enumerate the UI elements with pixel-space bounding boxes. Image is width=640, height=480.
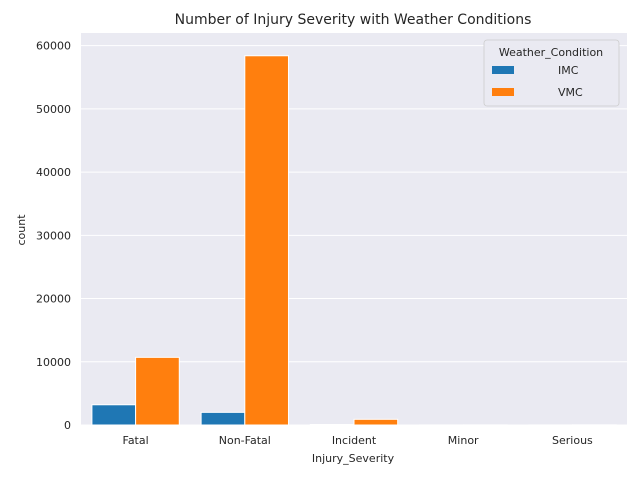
- legend-label-imc: IMC: [558, 64, 579, 77]
- y-tick-label: 60000: [36, 40, 71, 53]
- y-tick-labels: 0 10000 20000 30000 40000 50000 60000: [36, 40, 71, 432]
- x-tick-label: Fatal: [123, 434, 149, 447]
- bars: [91, 55, 617, 426]
- legend-box: [483, 39, 620, 107]
- y-tick-label: 10000: [36, 356, 71, 369]
- y-tick-label: 50000: [36, 103, 71, 116]
- y-tick-label: 40000: [36, 166, 71, 179]
- x-axis-label: Injury_Severity: [312, 452, 395, 465]
- bar-imc-non-fatal: [200, 411, 246, 426]
- x-tick-label: Serious: [552, 434, 593, 447]
- x-tick-labels: Fatal Non-Fatal Incident Minor Serious: [123, 434, 594, 447]
- bar-imc-incident: [309, 423, 355, 426]
- legend-label-vmc: VMC: [558, 86, 583, 99]
- bar-vmc-non-fatal: [244, 55, 289, 426]
- legend-swatch-imc: [492, 66, 514, 74]
- legend: Weather_Condition IMC VMC: [483, 39, 620, 107]
- y-tick-label: 30000: [36, 229, 71, 242]
- legend-title: Weather_Condition: [499, 46, 603, 59]
- y-tick-label: 20000: [36, 293, 71, 306]
- y-tick-label: 0: [64, 419, 71, 432]
- legend-swatch-vmc: [492, 88, 514, 96]
- chart-title: Number of Injury Severity with Weather C…: [175, 12, 532, 28]
- bar-vmc-incident: [353, 418, 399, 426]
- bar-vmc-fatal: [135, 356, 180, 426]
- bar-imc-fatal: [91, 404, 137, 426]
- x-tick-label: Non-Fatal: [219, 434, 271, 447]
- x-tick-label: Minor: [448, 434, 479, 447]
- y-axis-label: count: [15, 214, 28, 246]
- x-tick-label: Incident: [332, 434, 377, 447]
